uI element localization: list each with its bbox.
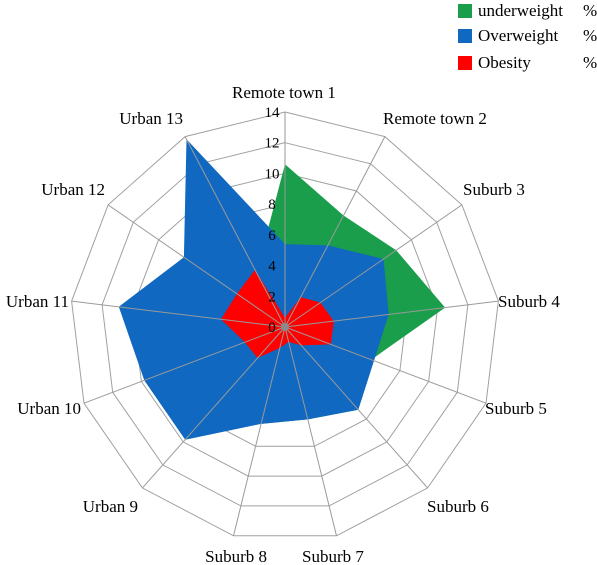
radar-labels: 0 2 4 6 8 10 12 14 Remote town 1 Remote town 2 Sub… [6,83,560,565]
spoke-suburb-7 [284,326,337,536]
category-label-suburb-6: Suburb 6 [427,497,489,516]
r-tick-label-6: 6 [268,228,276,244]
category-label-suburb-4: Suburb 4 [498,292,560,311]
category-label-urban-11: Urban 11 [6,292,69,311]
grid-ring-12 [101,142,469,507]
legend-unit-obesity: % [583,53,597,72]
category-label-urban-13: Urban 13 [119,109,183,128]
radar-overlay [71,112,499,536]
category-label-suburb-8: Suburb 8 [205,547,267,565]
category-label-urban-12: Urban 12 [41,180,105,199]
legend-swatch-overweight [458,29,472,43]
legend-label-overweight: Overweight [478,26,559,45]
r-tick-label-10: 10 [265,166,280,182]
legend-item-underweight: underweight [458,0,563,22]
spoke-urban-11 [71,300,286,328]
spoke-suburb-3 [284,204,463,328]
spoke-suburb-4 [284,300,499,328]
r-tick-label-8: 8 [268,197,276,213]
category-label-suburb-5: Suburb 5 [485,399,547,418]
grid-ring-10 [131,172,439,477]
r-tick-label-14: 14 [265,105,281,121]
legend-label-underweight: underweight [478,1,563,20]
r-tick-label-12: 12 [265,136,280,152]
grid-ring-14 [71,111,499,537]
legend-unit-overweight: % [583,26,597,45]
legend-swatch-underweight [458,4,472,18]
legend-item-obesity: Obesity [458,52,531,74]
category-label-suburb-3: Suburb 3 [463,180,525,199]
r-tick-label-0: 0 [268,320,276,336]
legend-label-obesity: Obesity [478,53,531,72]
category-label-urban-10: Urban 10 [17,399,81,418]
spoke-urban-12 [107,204,286,328]
legend-swatch-obesity [458,56,472,70]
spoke-urban-13 [184,136,286,328]
legend-item-overweight: Overweight [458,25,558,47]
category-label-suburb-7: Suburb 7 [302,547,364,565]
spoke-urban-9 [142,326,286,489]
spoke-urban-10 [83,326,286,404]
category-label-urban-9: Urban 9 [83,497,138,516]
spoke-suburb-5 [284,326,487,404]
radar-series [118,139,446,440]
legend-unit-underweight: % [583,1,597,20]
series-area-obesity [221,269,334,358]
r-tick-label-2: 2 [268,289,276,305]
center-point [281,323,289,331]
r-tick-label-4: 4 [268,259,276,275]
category-label-remote-town-2: Remote town 2 [383,109,487,128]
category-label-remote-town-1: Remote town 1 [232,83,336,102]
spoke-suburb-6 [284,326,428,489]
spoke-suburb-8 [233,326,286,536]
spoke-remote-town-2 [284,136,386,328]
